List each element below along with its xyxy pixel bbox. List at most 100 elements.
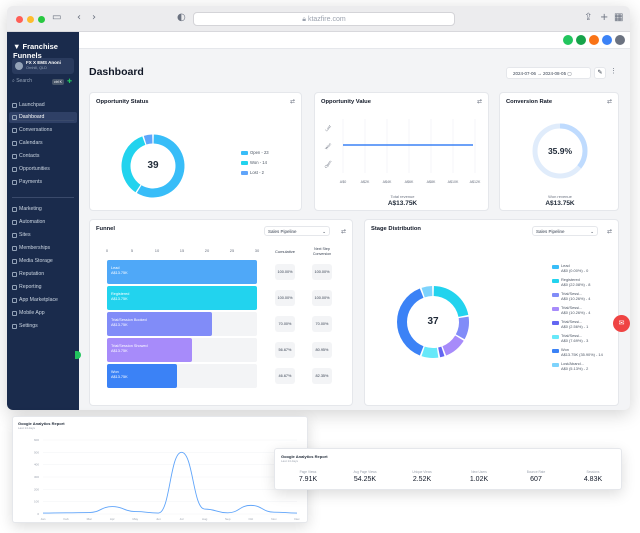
legend-detail: A$13.75K (35.90%) - 14: [561, 351, 603, 357]
funnel-bar[interactable]: Won A$13.75K: [107, 364, 177, 388]
sidebar-item-payments[interactable]: Payments: [9, 177, 77, 188]
quick-action-icon[interactable]: ✚: [67, 79, 73, 85]
sidebar-search[interactable]: ⌕ Search ctrl K ✚: [12, 78, 76, 88]
sidebar-item-sites[interactable]: Sites: [9, 230, 77, 241]
legend-swatch: [552, 307, 559, 311]
expand-icon[interactable]: ⇄: [340, 229, 346, 235]
funnel-bar[interactable]: Trial/Session Booked A$13.75K: [107, 312, 212, 336]
sidebar-item-mobile-app[interactable]: Mobile App: [9, 308, 77, 319]
next-step-pill: 82.35%: [312, 368, 332, 384]
sidebar-item-settings[interactable]: Settings: [9, 321, 77, 332]
y-tick-label: Open: [324, 160, 333, 169]
x-tick-label: Jan: [41, 517, 46, 521]
sidebar-item-reporting[interactable]: Reporting: [9, 282, 77, 293]
share-icon[interactable]: ⇪: [584, 12, 593, 23]
address-bar[interactable]: 🔒︎ ktazfire.com: [193, 12, 455, 26]
donut-slice[interactable]: [455, 316, 469, 340]
mobile-icon: [12, 311, 17, 316]
funnel-bar[interactable]: Registered A$13.75K: [107, 286, 257, 310]
opportunity-value-chart: A$0 A$2K A$4K A$6K A$8K A$10K A$12K Lost Won Open: [324, 119, 481, 184]
donut-slice[interactable]: [121, 136, 146, 193]
calendar-icon: [12, 141, 17, 146]
bell-icon[interactable]: [589, 35, 599, 45]
sidebar-collapse-handle[interactable]: [75, 351, 81, 359]
conversion-rate-card: Conversion Rate ⇄ 35.9% Won revenue A$13…: [499, 92, 619, 211]
sidebar-item-app-marketplace[interactable]: App Marketplace: [9, 295, 77, 306]
x-tick-label: 25: [229, 248, 235, 253]
conversion-rate-ring: [532, 123, 588, 179]
sidebar: ▼ Franchise Funnels FX X EMS Anoni Ornhi…: [7, 32, 81, 410]
sidebar-toggle-icon[interactable]: ▭: [52, 12, 62, 23]
card-title: Stage Distribution: [371, 226, 421, 232]
donut-slice[interactable]: [421, 346, 439, 358]
back-icon[interactable]: ‹: [77, 12, 81, 23]
x-tick-label: Feb: [64, 517, 70, 521]
sidebar-item-reputation[interactable]: Reputation: [9, 269, 77, 280]
sidebar-item-contacts[interactable]: Contacts: [9, 151, 77, 162]
phone-icon[interactable]: [563, 35, 573, 45]
calendar-icon: ▢: [566, 71, 572, 76]
donut-slice[interactable]: [143, 134, 153, 145]
minimize-window-button[interactable]: [27, 16, 34, 23]
megaphone-icon[interactable]: [576, 35, 586, 45]
stat-label: Page Views: [299, 470, 317, 474]
donut-slice[interactable]: [442, 335, 464, 356]
sidebar-item-calendars[interactable]: Calendars: [9, 138, 77, 149]
sidebar-item-media-storage[interactable]: Media Storage: [9, 256, 77, 267]
privacy-icon[interactable]: ◐: [177, 12, 186, 23]
account-switcher[interactable]: FX X EMS Anoni Ornhill, QLD: [12, 58, 74, 74]
help-icon[interactable]: [602, 35, 612, 45]
sidebar-item-label: Media Storage: [19, 258, 53, 264]
sidebar-item-opportunities[interactable]: Opportunities: [9, 164, 77, 175]
sidebar-item-marketing[interactable]: Marketing: [9, 204, 77, 215]
funnel-stage-name: Won: [111, 370, 119, 374]
stat-label: Sessions: [586, 470, 600, 474]
more-options-icon[interactable]: ⋮: [610, 68, 617, 75]
y-tick-label: 500: [34, 450, 39, 454]
sidebar-item-launchpad[interactable]: Launchpad: [9, 100, 77, 111]
date-range-picker[interactable]: 2024-07-06 → 2024-08-05 ▢: [506, 67, 591, 79]
reporting-icon: [12, 285, 17, 290]
pipeline-select[interactable]: Sales Pipeline ⌄: [264, 226, 330, 236]
total-revenue-value: A$13.75K: [387, 200, 418, 207]
maximize-window-button[interactable]: [38, 16, 45, 23]
sidebar-item-label: Contacts: [19, 153, 40, 159]
funnel-bar[interactable]: Lead A$13.75K: [107, 260, 257, 284]
sidebar-item-automation[interactable]: Automation: [9, 217, 77, 228]
donut-slice[interactable]: [136, 134, 185, 198]
x-tick-label: A$0: [340, 180, 346, 184]
sidebar-item-label: Marketing: [19, 206, 42, 212]
donut-slice[interactable]: [397, 288, 424, 356]
ga-series-line[interactable]: [42, 451, 298, 514]
y-tick-label: 0: [37, 512, 39, 516]
brand-logo[interactable]: ▼ Franchise Funnels: [13, 42, 79, 60]
donut-slice[interactable]: [421, 286, 433, 298]
funnel-card: Funnel Sales Pipeline ⌄ ⇄ 0 5 10 15 20 25 30 Le…: [89, 219, 353, 406]
sidebar-item-memberships[interactable]: Memberships: [9, 243, 77, 254]
expand-icon[interactable]: ⇄: [476, 99, 482, 105]
user-avatar[interactable]: [615, 35, 625, 45]
funnel-bar[interactable]: Trial/Session Showed A$13.75K: [107, 338, 192, 362]
x-tick-label: A$10K: [448, 180, 459, 184]
sidebar-item-label: Sites: [19, 232, 31, 238]
sidebar-item-conversations[interactable]: Conversations: [9, 125, 77, 136]
chat-widget-button[interactable]: ✉: [613, 315, 630, 332]
expand-icon[interactable]: ⇄: [606, 229, 612, 235]
pipeline-select[interactable]: Sales Pipeline ⌄: [532, 226, 598, 236]
tabs-overview-icon[interactable]: ▦: [614, 12, 624, 23]
donut-slice[interactable]: [433, 286, 469, 318]
legend-item: Won - 14: [241, 160, 267, 165]
new-tab-icon[interactable]: +: [600, 12, 609, 23]
edit-dashboard-button[interactable]: ✎: [594, 67, 606, 79]
close-window-button[interactable]: [16, 16, 23, 23]
legend-label: Trial/Sessi...: [561, 319, 583, 324]
sidebar-item-label: Opportunities: [19, 166, 50, 172]
donut-slice[interactable]: [438, 346, 445, 358]
x-tick-label: 30: [254, 248, 260, 253]
expand-icon[interactable]: ⇄: [289, 99, 295, 105]
expand-icon[interactable]: ⇄: [606, 99, 612, 105]
funnel-stage-name: Lead: [111, 266, 120, 270]
legend-item: Registered A$0 (22.08%) - 8: [552, 277, 590, 287]
sidebar-item-dashboard[interactable]: Dashboard: [9, 112, 77, 123]
forward-icon[interactable]: ›: [92, 12, 96, 23]
